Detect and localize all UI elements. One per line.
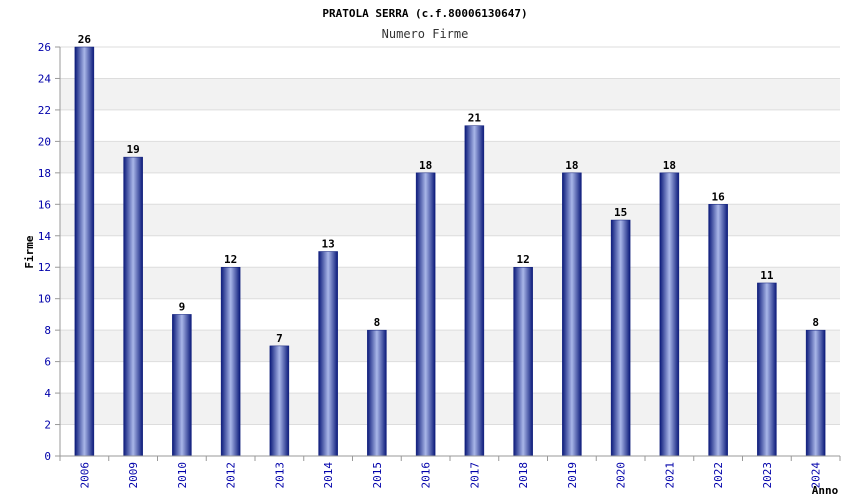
y-tick-label: 24 <box>38 72 52 85</box>
y-tick-label: 6 <box>44 356 51 369</box>
y-tick-label: 22 <box>38 104 51 117</box>
value-label: 13 <box>322 238 335 251</box>
value-label: 18 <box>565 159 578 172</box>
value-label: 7 <box>276 332 283 345</box>
grid-band <box>60 78 840 110</box>
x-tick-label: 2017 <box>468 462 481 489</box>
bar <box>123 156 143 457</box>
x-tick-label: 2018 <box>517 462 530 489</box>
x-tick-label: 2020 <box>615 462 628 489</box>
y-tick-label: 8 <box>44 324 51 337</box>
bar <box>464 125 485 457</box>
x-tick-label: 2021 <box>663 462 676 489</box>
value-labels: 26 19 9 12 7 13 8 18 21 12 18 15 18 16 11 8 <box>78 33 819 345</box>
chart-title: PRATOLA SERRA (c.f.80006130647) <box>322 7 527 20</box>
x-tick-label: 2012 <box>225 462 238 489</box>
x-ticks: 2006 2009 2010 2012 2013 2014 2015 2016 2017 2018… <box>59 456 841 489</box>
y-tick-label: 26 <box>38 41 51 54</box>
value-label: 8 <box>812 316 819 329</box>
y-tick-label: 0 <box>44 450 51 463</box>
chart-subtitle: Numero Firme <box>382 27 469 41</box>
bar <box>74 46 95 457</box>
value-label: 12 <box>517 253 530 266</box>
x-tick-label: 2009 <box>127 462 140 489</box>
y-tick-label: 2 <box>44 419 51 432</box>
value-label: 12 <box>224 253 237 266</box>
x-tick-label: 2019 <box>566 462 579 489</box>
value-label: 15 <box>614 206 627 219</box>
value-label: 18 <box>419 159 432 172</box>
bar <box>562 172 582 457</box>
bar <box>220 266 241 457</box>
x-tick-label: 2022 <box>712 462 725 489</box>
value-label: 18 <box>663 159 676 172</box>
x-tick-label: 2013 <box>273 462 286 489</box>
bar <box>172 314 192 457</box>
bar <box>610 219 631 457</box>
value-label: 16 <box>712 190 726 203</box>
bar <box>757 282 777 457</box>
x-tick-label: 2006 <box>78 462 91 489</box>
y-tick-label: 18 <box>38 167 51 180</box>
bar <box>659 172 680 457</box>
y-tick-label: 10 <box>38 293 51 306</box>
y-tick-label: 16 <box>38 198 51 211</box>
value-label: 11 <box>760 269 774 282</box>
x-tick-label: 2024 <box>810 462 823 489</box>
bar <box>708 204 728 457</box>
bar <box>513 266 533 457</box>
value-label: 19 <box>127 143 140 156</box>
x-tick-label: 2023 <box>761 462 774 489</box>
bar <box>367 329 387 457</box>
value-label: 9 <box>179 300 186 313</box>
value-label: 8 <box>374 316 381 329</box>
x-tick-label: 2014 <box>322 462 335 489</box>
bar <box>318 251 338 457</box>
bar <box>805 329 826 457</box>
bar <box>415 172 436 457</box>
bar <box>269 345 290 457</box>
y-tick-label: 12 <box>38 261 51 274</box>
value-label: 21 <box>468 112 482 125</box>
x-tick-label: 2016 <box>420 462 433 489</box>
y-tick-label: 4 <box>44 387 51 400</box>
value-label: 26 <box>78 33 92 46</box>
y-axis-label: Firme <box>23 235 36 268</box>
bars <box>74 46 826 457</box>
y-tick-label: 20 <box>38 135 51 148</box>
y-tick-label: 14 <box>38 230 52 243</box>
x-tick-label: 2015 <box>371 462 384 489</box>
x-axis-label: Anno <box>812 484 839 497</box>
x-tick-label: 2010 <box>176 462 189 489</box>
grid-band <box>60 141 840 173</box>
